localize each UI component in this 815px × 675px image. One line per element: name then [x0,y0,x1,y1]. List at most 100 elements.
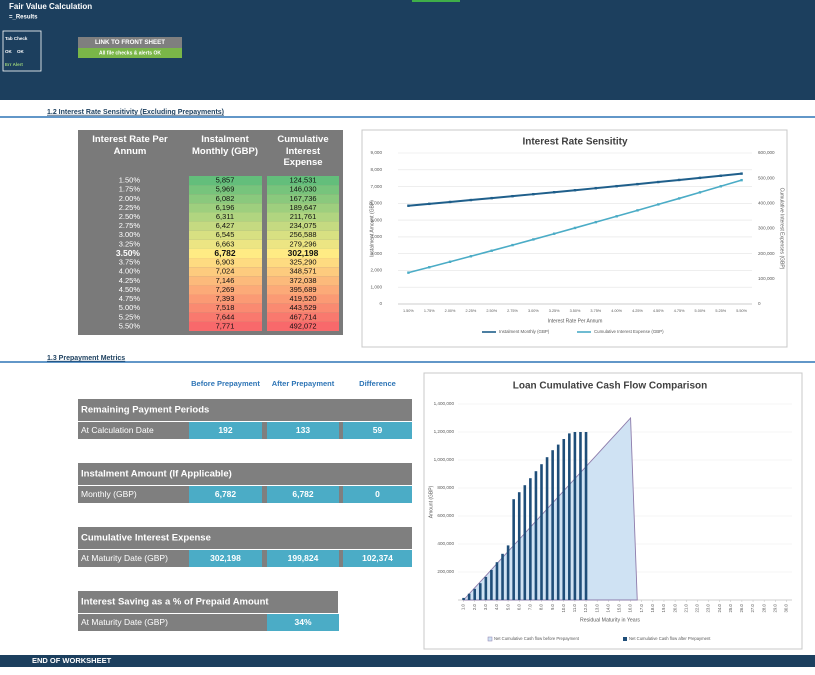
table-cell [267,230,339,240]
table-header-box: Cumulative Interest Expense [277,134,329,168]
rate-cell: 4.00% [119,267,141,276]
table-cell [189,176,262,186]
y2-axis-title: Cumulative Interest Expenses (GBP) [779,188,785,270]
footer-label: END OF WORKSHEET [32,656,112,665]
bar [562,439,566,600]
series-marker [448,260,452,263]
rate-cell: 2.75% [119,221,141,230]
rate-cell: 1.50% [119,176,141,185]
series-marker [698,191,702,194]
x-tick-label: 10.0 [561,603,566,612]
table-cell [267,239,339,249]
chart-title: Loan Cumulative Cash Flow Comparison [513,381,707,392]
x-tick-label: 1.75% [424,309,435,313]
table-cell [267,248,339,259]
tab-check-title: Tab Check [5,36,28,41]
y-tick-label: 1,000,000 [434,457,455,462]
y-axis-title: Instalment Amount (GBP) [369,200,375,257]
table-cell [267,285,339,295]
y-tick-label: 2,000 [371,268,383,273]
rate-cell: 5.00% [119,303,141,312]
x-axis-title: Interest Rate Per Annum [548,318,603,324]
y-tick-label: 1,200,000 [434,429,455,434]
x-tick-label: 8.0 [539,603,544,610]
table-cell [189,267,262,277]
x-tick-label: 14.0 [605,603,610,612]
y-tick-label: 3,000 [371,251,383,256]
interest-cell: 189,647 [289,203,316,212]
interest-cell: 234,075 [289,221,316,230]
link-button-label[interactable]: LINK TO FRONT SHEET [95,39,165,46]
x-tick-label: 3.00% [528,309,539,313]
value-text: 59 [373,425,383,435]
y-tick-label: 6,000 [371,201,383,206]
instalment-cell: 6,663 [216,239,235,248]
bar [556,444,560,600]
series-marker [677,178,681,182]
x-tick-label: 4.75% [674,309,685,313]
interest-cell: 419,520 [289,294,316,303]
y-tick-label: 9,000 [371,150,383,155]
group-title-bar [78,463,412,485]
value-cell [343,550,412,567]
y-axis-title: Amount (GBP) [428,485,434,518]
y-tick-label: 8,000 [371,167,383,172]
x-tick-label: 21.0 [683,603,688,612]
table-cell [267,303,339,313]
bar [523,485,527,600]
series-marker [698,176,702,180]
x-tick-label: 9.0 [550,603,555,610]
legend-swatch [623,637,627,641]
x-tick-label: 24.0 [717,603,722,612]
value-text: 199,824 [288,553,319,563]
group-title: Instalment Amount (If Applicable) [81,469,232,480]
table-cell [189,321,262,331]
instalment-cell: 5,857 [216,176,235,185]
table-header: Cumulative Interest Expense [277,134,329,168]
interest-cell: 372,038 [289,276,316,285]
x-tick-label: 5.50% [736,309,747,313]
header-accent [412,0,460,2]
instalment-cell: 7,518 [216,303,235,312]
bar [490,569,493,600]
value-cell [267,614,339,631]
y2-tick-label: 600,000 [758,150,775,155]
group-label: Monthly (GBP) [81,489,137,499]
rate-cell: 2.25% [119,203,141,212]
interest-cell: 492,072 [289,321,316,330]
value-cell [189,550,262,567]
tab-check-box [2,30,42,72]
value-cell [189,486,262,503]
value-cell [267,486,339,503]
y2-tick-label: 200,000 [758,251,775,256]
value-cell [189,422,262,439]
x-tick-label: 2.75% [507,309,518,313]
column-header: After Prepayment [271,379,335,388]
table-cell [189,248,262,259]
series-marker [573,226,577,230]
x-tick-label: 20.0 [672,603,677,612]
table-cell [189,294,262,304]
x-tick-label: 29.0 [772,603,777,612]
rate-cell: 2.00% [119,194,141,203]
group-label: At Calculation Date [81,425,154,435]
bar [529,478,532,600]
series-marker [657,180,660,184]
bar [534,471,538,600]
x-tick-label: 4.50% [653,309,664,313]
table-header-box: Instalment Monthly (GBP) [192,134,258,157]
x-tick-label: 18.0 [650,603,655,612]
y2-tick-label: 400,000 [758,201,775,206]
x-tick-label: 15.0 [617,603,622,612]
rate-cell: 3.75% [119,258,141,267]
x-tick-label: 5.00% [695,309,706,313]
group-title: Interest Saving as a % of Prepaid Amount [81,597,269,608]
x-tick-label: 4.0 [494,603,499,610]
rate-cell: 2.50% [119,212,141,221]
column-header-box: Difference [359,379,396,388]
bar [545,457,549,600]
group-title-bar [78,591,338,613]
link-button[interactable] [78,37,182,48]
table-cell [189,285,262,295]
instalment-cell: 6,903 [216,258,235,267]
